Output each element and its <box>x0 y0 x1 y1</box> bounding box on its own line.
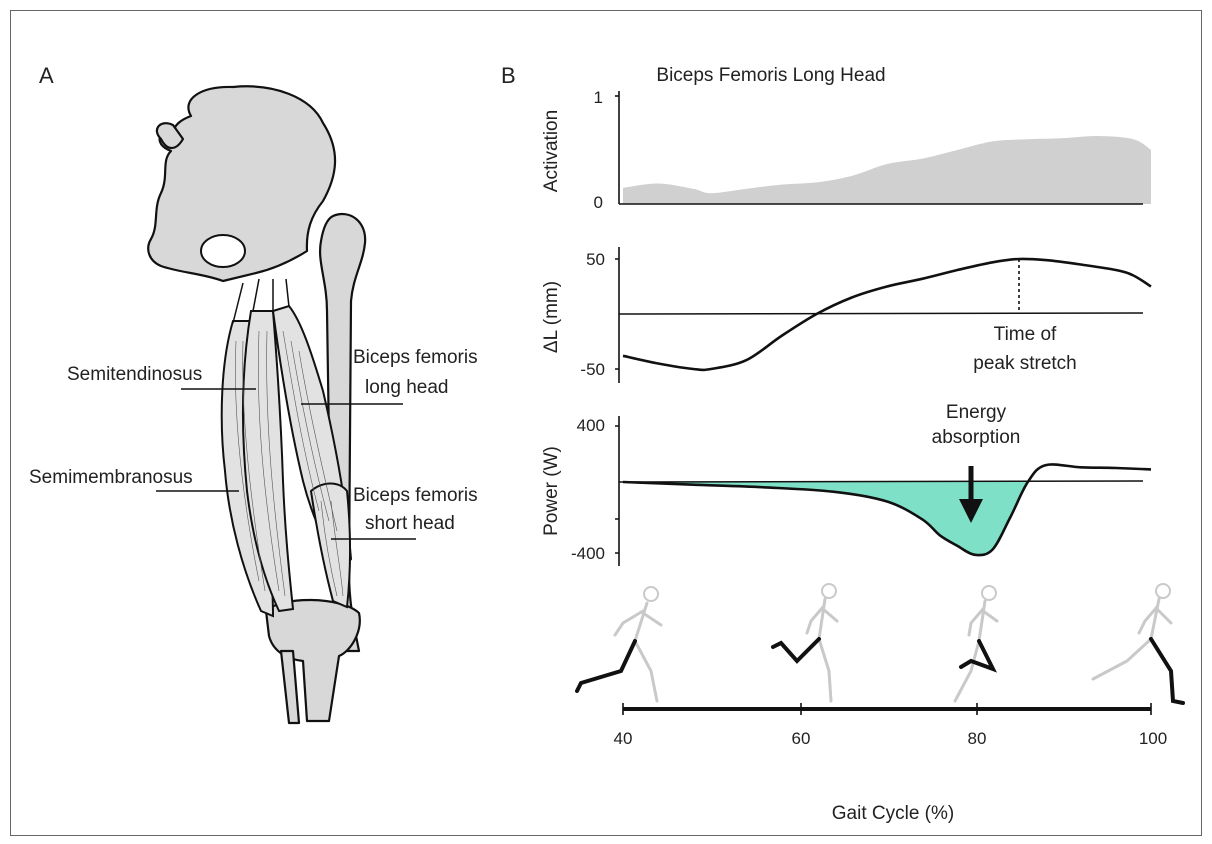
fibula <box>279 649 301 725</box>
power-ylabel: Power (W) <box>541 446 562 536</box>
pelvis-crest <box>155 122 185 150</box>
runner-figure-80 <box>953 585 999 703</box>
bflh-label-line1: Biceps femoris <box>353 347 478 368</box>
x-axis-label: Gait Cycle (%) <box>832 803 954 824</box>
bflh-label-line2: long head <box>365 377 448 398</box>
peak-stretch-label-line1: Time of <box>994 324 1057 345</box>
obturator-foramen <box>200 234 246 268</box>
x-tick-60: 60 <box>792 729 811 748</box>
figure-frame: A Semitendinosus Se <box>10 10 1202 836</box>
length-curve <box>622 257 1152 372</box>
semitendinosus-label: Semitendinosus <box>67 364 202 385</box>
activation-tick-0: 0 <box>594 193 603 212</box>
activation-tick-1: 1 <box>594 88 603 107</box>
power-tick-400: 400 <box>577 416 605 435</box>
pelvis <box>147 85 337 283</box>
runner-figure-60 <box>771 583 839 703</box>
length-zero-line <box>618 312 1144 315</box>
activation-subplot: 1 0 Activation <box>541 88 1151 212</box>
length-subplot: 50 -50 ΔL (mm) Time of peak stretch <box>541 247 1152 383</box>
runner-figure-100 <box>1091 583 1185 705</box>
energy-arrow-head <box>959 499 983 523</box>
length-tick-50: 50 <box>586 250 605 269</box>
length-ylabel: ΔL (mm) <box>541 281 562 353</box>
knee-tibia <box>264 598 361 723</box>
biceps-femoris-short-head-muscle <box>309 482 351 609</box>
x-tick-80: 80 <box>968 729 987 748</box>
panel-b-label: B <box>501 63 516 88</box>
energy-label-line1: Energy <box>946 402 1007 423</box>
power-zero-line <box>618 480 1144 483</box>
gait-cycle-axis: 40 60 80 100 Gait Cycle (%) <box>614 703 1167 824</box>
power-tick-neg400: -400 <box>571 544 605 563</box>
x-tick-40: 40 <box>614 729 633 748</box>
power-subplot: 400 -400 Power (W) Energy absorption <box>541 402 1152 566</box>
x-tick-100: 100 <box>1139 729 1167 748</box>
length-tick-neg50: -50 <box>580 360 605 379</box>
chart-title: Biceps Femoris Long Head <box>656 65 885 86</box>
semimembranosus-label: Semimembranosus <box>29 467 193 488</box>
panel-a-label: A <box>39 63 54 88</box>
bfsh-label-line2: short head <box>365 513 455 534</box>
energy-absorption-fill <box>623 482 1028 556</box>
runner-figure-40 <box>575 586 663 703</box>
activation-area <box>623 135 1151 204</box>
muscle-fibers <box>235 330 344 597</box>
thigh-anatomy-illustration <box>147 85 367 725</box>
semimembranosus-muscle <box>241 310 295 613</box>
power-curve <box>622 463 1152 557</box>
figure-canvas: A Semitendinosus Se <box>29 63 1185 824</box>
energy-label-line2: absorption <box>932 427 1021 448</box>
activation-ylabel: Activation <box>541 110 562 192</box>
bfsh-label-line1: Biceps femoris <box>353 485 478 506</box>
peak-stretch-label-line2: peak stretch <box>973 353 1077 374</box>
